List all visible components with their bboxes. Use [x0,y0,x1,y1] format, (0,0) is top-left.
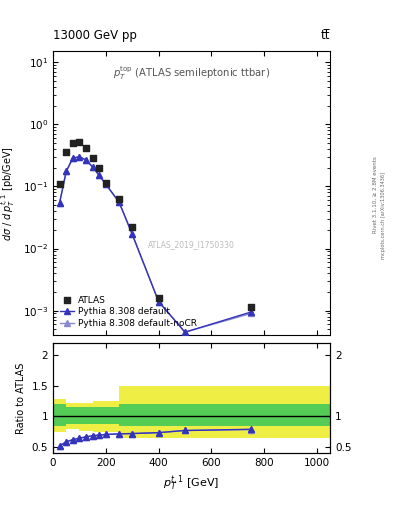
Text: Rivet 3.1.10, ≥ 2.8M events: Rivet 3.1.10, ≥ 2.8M events [373,156,378,233]
Pythia 8.308 default [57,200,62,206]
ATLAS [83,143,89,152]
Pythia 8.308 default-noCR [57,200,62,206]
ATLAS [129,223,135,231]
Pythia 8.308 default [130,231,134,237]
Pythia 8.308 default-noCR [64,168,69,175]
Pythia 8.308 default [103,181,108,187]
Pythia 8.308 default-noCR [97,173,102,179]
Text: ATLAS_2019_I1750330: ATLAS_2019_I1750330 [148,240,235,249]
Y-axis label: Ratio to ATLAS: Ratio to ATLAS [16,362,26,434]
ATLAS [90,154,96,162]
Pythia 8.308 default [183,329,187,335]
Pythia 8.308 default-noCR [103,181,108,187]
Pythia 8.308 default-noCR [130,231,134,237]
Pythia 8.308 default-noCR [183,329,187,335]
Pythia 8.308 default-noCR [77,154,82,160]
Pythia 8.308 default [117,199,121,205]
Text: mcplots.cern.ch [arXiv:1306.3436]: mcplots.cern.ch [arXiv:1306.3436] [381,172,386,259]
Text: 13000 GeV pp: 13000 GeV pp [53,29,137,42]
Pythia 8.308 default [97,173,102,179]
ATLAS [96,164,103,173]
Pythia 8.308 default-noCR [156,298,161,305]
X-axis label: $p_T^{t,1}$ [GeV]: $p_T^{t,1}$ [GeV] [163,474,220,494]
Pythia 8.308 default [90,164,95,170]
Pythia 8.308 default [84,157,88,163]
Pythia 8.308 default-noCR [117,199,121,205]
ATLAS [248,303,254,311]
ATLAS [63,148,70,156]
Line: Pythia 8.308 default-noCR: Pythia 8.308 default-noCR [57,154,254,335]
ATLAS [76,138,83,146]
ATLAS [57,180,63,188]
Text: tt̅: tt̅ [321,29,330,42]
ATLAS [103,179,109,187]
Pythia 8.308 default [77,154,82,160]
Pythia 8.308 default [249,309,253,315]
Pythia 8.308 default [64,168,69,175]
Legend: ATLAS, Pythia 8.308 default, Pythia 8.308 default-noCR: ATLAS, Pythia 8.308 default, Pythia 8.30… [57,293,200,331]
Pythia 8.308 default-noCR [90,164,95,170]
Pythia 8.308 default [70,155,75,161]
Text: $p_T^{\rm top}$ (ATLAS semileptonic ttbar): $p_T^{\rm top}$ (ATLAS semileptonic ttba… [113,64,270,82]
Y-axis label: $d\sigma$ / $d\,p_T^{t,1}$ [pb/GeV]: $d\sigma$ / $d\,p_T^{t,1}$ [pb/GeV] [0,146,17,241]
ATLAS [116,195,122,203]
Pythia 8.308 default-noCR [84,157,88,163]
Line: Pythia 8.308 default: Pythia 8.308 default [57,154,254,335]
Pythia 8.308 default-noCR [249,310,253,316]
Pythia 8.308 default [156,298,161,305]
Pythia 8.308 default-noCR [70,155,75,161]
ATLAS [70,139,76,147]
ATLAS [156,294,162,302]
